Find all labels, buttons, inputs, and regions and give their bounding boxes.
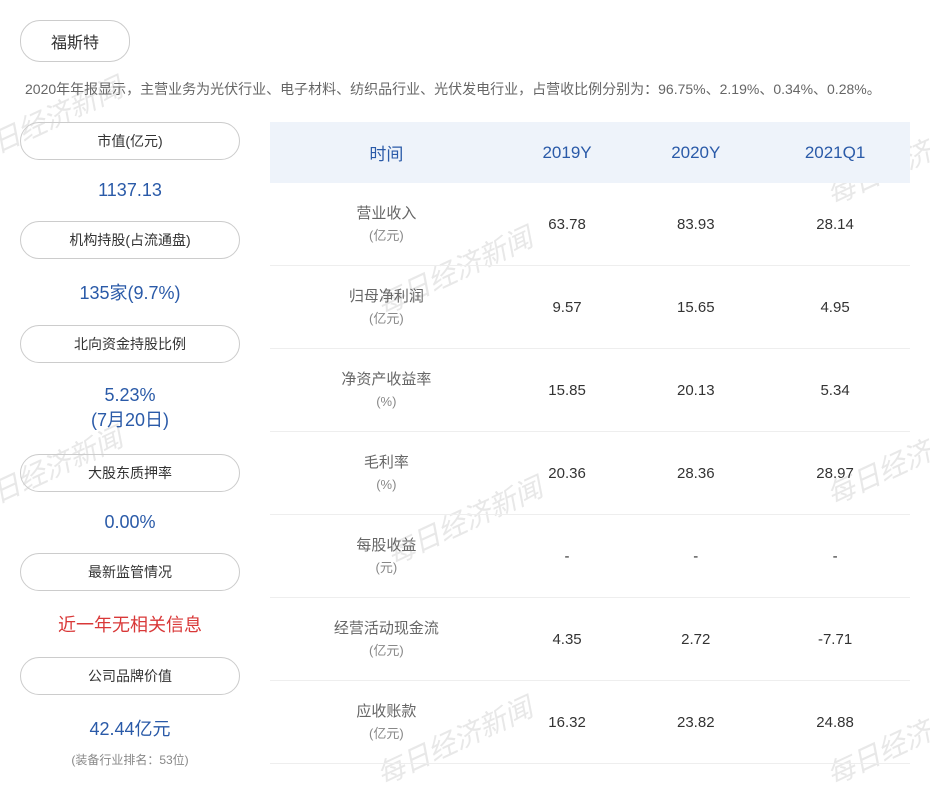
table-row-label: 毛利率(%) bbox=[270, 432, 503, 515]
table-cell: - bbox=[503, 515, 632, 598]
metric-regulatory-value: 近一年无相关信息 bbox=[20, 599, 240, 649]
table-cell: 15.85 bbox=[503, 349, 632, 432]
metric-market-cap-value: 1137.13 bbox=[20, 168, 240, 213]
table-cell: 2.72 bbox=[631, 598, 760, 681]
table-cell: 28.14 bbox=[760, 183, 910, 266]
table-row-label: 净资产收益率(%) bbox=[270, 349, 503, 432]
table-cell: - bbox=[760, 515, 910, 598]
table-cell: 63.78 bbox=[503, 183, 632, 266]
metric-pledge-value: 0.00% bbox=[20, 500, 240, 545]
table-cell: 4.95 bbox=[760, 266, 910, 349]
table-cell: 28.36 bbox=[631, 432, 760, 515]
table-row-label: 每股收益(元) bbox=[270, 515, 503, 598]
table-row-label: 经营活动现金流(亿元) bbox=[270, 598, 503, 681]
table-header-2021q1: 2021Q1 bbox=[760, 122, 910, 183]
table-cell: 16.32 bbox=[503, 681, 632, 764]
company-description: 2020年年报显示，主营业务为光伏行业、电子材料、纺织品行业、光伏发电行业，占营… bbox=[20, 77, 910, 102]
table-row: 净资产收益率(%)15.8520.135.34 bbox=[270, 349, 910, 432]
metric-brand-label: 公司品牌价值 bbox=[20, 657, 240, 695]
table-cell: 24.88 bbox=[760, 681, 910, 764]
table-row-label: 应收账款(亿元) bbox=[270, 681, 503, 764]
metric-northbound-value: 5.23%(7月20日) bbox=[20, 371, 240, 445]
table-row-label: 营业收入(亿元) bbox=[270, 183, 503, 266]
table-header-2020: 2020Y bbox=[631, 122, 760, 183]
metric-pledge-label: 大股东质押率 bbox=[20, 454, 240, 492]
metric-brand-value: 42.44亿元 bbox=[20, 703, 240, 753]
data-table-panel: 时间 2019Y 2020Y 2021Q1 营业收入(亿元)63.7883.93… bbox=[270, 122, 910, 767]
table-row: 毛利率(%)20.3628.3628.97 bbox=[270, 432, 910, 515]
metric-regulatory-label: 最新监管情况 bbox=[20, 553, 240, 591]
table-row: 每股收益(元)--- bbox=[270, 515, 910, 598]
financial-data-table: 时间 2019Y 2020Y 2021Q1 营业收入(亿元)63.7883.93… bbox=[270, 122, 910, 764]
table-header-time: 时间 bbox=[270, 122, 503, 183]
table-row: 应收账款(亿元)16.3223.8224.88 bbox=[270, 681, 910, 764]
table-cell: 9.57 bbox=[503, 266, 632, 349]
table-cell: - bbox=[631, 515, 760, 598]
metric-institutional-label: 机构持股(占流通盘) bbox=[20, 221, 240, 259]
table-row: 归母净利润(亿元)9.5715.654.95 bbox=[270, 266, 910, 349]
table-row: 营业收入(亿元)63.7883.9328.14 bbox=[270, 183, 910, 266]
table-cell: 5.34 bbox=[760, 349, 910, 432]
table-cell: 20.36 bbox=[503, 432, 632, 515]
table-row: 经营活动现金流(亿元)4.352.72-7.71 bbox=[270, 598, 910, 681]
table-row-label: 归母净利润(亿元) bbox=[270, 266, 503, 349]
table-cell: -7.71 bbox=[760, 598, 910, 681]
table-cell: 15.65 bbox=[631, 266, 760, 349]
metric-market-cap-label: 市值(亿元) bbox=[20, 122, 240, 160]
table-cell: 4.35 bbox=[503, 598, 632, 681]
metric-institutional-value: 135家(9.7%) bbox=[20, 267, 240, 317]
table-cell: 20.13 bbox=[631, 349, 760, 432]
table-cell: 28.97 bbox=[760, 432, 910, 515]
left-metrics-panel: 市值(亿元) 1137.13 机构持股(占流通盘) 135家(9.7%) 北向资… bbox=[20, 122, 240, 767]
table-header-2019: 2019Y bbox=[503, 122, 632, 183]
metric-northbound-label: 北向资金持股比例 bbox=[20, 325, 240, 363]
table-cell: 23.82 bbox=[631, 681, 760, 764]
metric-brand-subtext: (装备行业排名：53位) bbox=[20, 751, 240, 768]
table-cell: 83.93 bbox=[631, 183, 760, 266]
company-name-pill: 福斯特 bbox=[20, 20, 130, 62]
